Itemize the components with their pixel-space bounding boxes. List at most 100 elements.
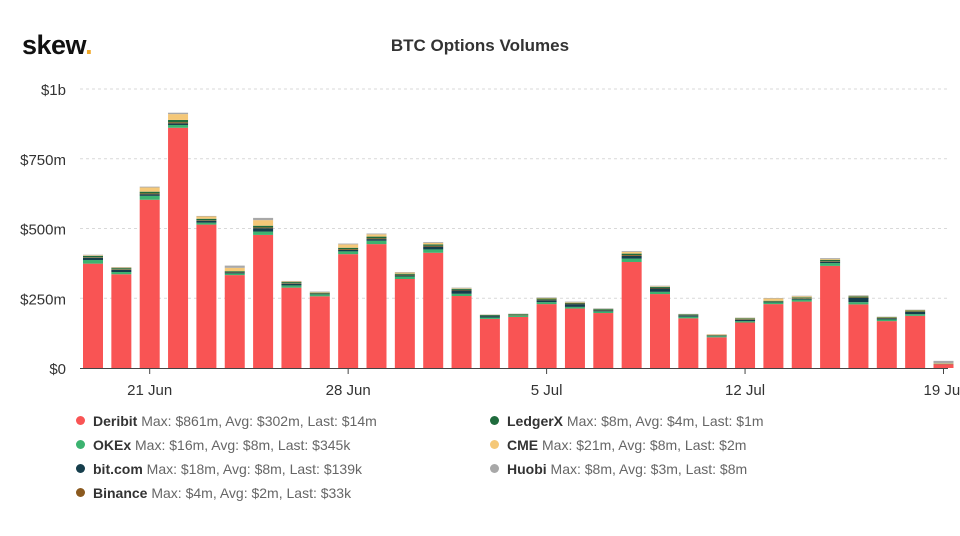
bar-segment-okex[interactable] bbox=[706, 336, 727, 338]
bar-segment-cme[interactable] bbox=[309, 292, 330, 293]
bar-segment-cme[interactable] bbox=[933, 363, 954, 364]
bar-segment-ledgerx[interactable] bbox=[876, 317, 897, 319]
bar-segment-ledgerx[interactable] bbox=[281, 282, 302, 284]
bar-segment-bitcom[interactable] bbox=[309, 293, 330, 295]
bar-segment-okex[interactable] bbox=[451, 293, 472, 297]
bar-segment-huobi[interactable] bbox=[338, 243, 359, 245]
bar-segment-deribit[interactable] bbox=[593, 313, 614, 368]
bar-segment-ledgerx[interactable] bbox=[224, 271, 245, 273]
bar-segment-ledgerx[interactable] bbox=[593, 309, 614, 310]
bar-segment-cme[interactable] bbox=[111, 267, 132, 269]
bar-segment-deribit[interactable] bbox=[820, 265, 841, 368]
bar-segment-okex[interactable] bbox=[168, 124, 189, 128]
bar-segment-cme[interactable] bbox=[564, 302, 585, 303]
bar-segment-bitcom[interactable] bbox=[196, 220, 217, 223]
legend-item-cme[interactable]: CME Max: $21m, Avg: $8m, Last: $2m bbox=[490, 437, 746, 453]
bar-segment-bitcom[interactable] bbox=[253, 228, 274, 232]
bar-segment-huobi[interactable] bbox=[593, 308, 614, 309]
bar-segment-huobi[interactable] bbox=[451, 287, 472, 289]
legend-item-okex[interactable]: OKEx Max: $16m, Avg: $8m, Last: $345k bbox=[76, 437, 350, 453]
bar-segment-okex[interactable] bbox=[253, 231, 274, 235]
bar-segment-okex[interactable] bbox=[678, 316, 699, 319]
bar-segment-binance[interactable] bbox=[83, 257, 103, 258]
bar-segment-cme[interactable] bbox=[366, 234, 387, 237]
bar-segment-okex[interactable] bbox=[508, 315, 529, 317]
bar-segment-bitcom[interactable] bbox=[678, 315, 699, 317]
bar-segment-bitcom[interactable] bbox=[224, 272, 245, 274]
bar-segment-cme[interactable] bbox=[791, 296, 812, 298]
legend-item-binance[interactable]: Binance Max: $4m, Avg: $2m, Last: $33k bbox=[76, 485, 351, 501]
bar-segment-binance[interactable] bbox=[423, 245, 444, 247]
bar-segment-binance[interactable] bbox=[791, 298, 812, 299]
bar-segment-ledgerx[interactable] bbox=[848, 296, 869, 298]
bar-segment-cme[interactable] bbox=[394, 272, 415, 274]
bar-segment-okex[interactable] bbox=[423, 249, 444, 253]
bar-segment-deribit[interactable] bbox=[848, 304, 869, 368]
bar-segment-huobi[interactable] bbox=[763, 297, 784, 299]
bar-segment-bitcom[interactable] bbox=[791, 298, 812, 300]
bar-segment-ledgerx[interactable] bbox=[735, 318, 756, 320]
bar-segment-okex[interactable] bbox=[139, 195, 160, 200]
bar-segment-cme[interactable] bbox=[168, 114, 189, 120]
bar-segment-ledgerx[interactable] bbox=[820, 259, 841, 262]
bar-segment-ledgerx[interactable] bbox=[196, 218, 217, 221]
bar-segment-huobi[interactable] bbox=[111, 267, 132, 268]
bar-segment-deribit[interactable] bbox=[650, 294, 670, 368]
bar-segment-cme[interactable] bbox=[139, 187, 160, 192]
bar-segment-ledgerx[interactable] bbox=[139, 191, 160, 194]
bar-segment-ledgerx[interactable] bbox=[394, 273, 415, 275]
bar-segment-ledgerx[interactable] bbox=[479, 314, 500, 316]
bar-segment-cme[interactable] bbox=[763, 298, 784, 301]
bar-segment-ledgerx[interactable] bbox=[253, 225, 274, 228]
bar-segment-deribit[interactable] bbox=[791, 301, 812, 368]
bar-segment-huobi[interactable] bbox=[621, 251, 642, 252]
bar-segment-binance[interactable] bbox=[196, 220, 217, 221]
bar-segment-okex[interactable] bbox=[536, 302, 557, 305]
bar-segment-okex[interactable] bbox=[338, 251, 359, 255]
bar-segment-huobi[interactable] bbox=[536, 297, 557, 298]
bar-segment-cme[interactable] bbox=[423, 243, 444, 245]
bar-segment-okex[interactable] bbox=[479, 317, 500, 319]
bar-segment-bitcom[interactable] bbox=[848, 297, 869, 303]
bar-segment-cme[interactable] bbox=[848, 295, 869, 297]
bar-segment-okex[interactable] bbox=[309, 294, 330, 297]
bar-segment-binance[interactable] bbox=[366, 238, 387, 240]
bar-segment-okex[interactable] bbox=[650, 291, 670, 295]
bar-segment-bitcom[interactable] bbox=[139, 194, 160, 196]
bar-segment-deribit[interactable] bbox=[706, 337, 727, 368]
bar-segment-cme[interactable] bbox=[338, 244, 359, 248]
bar-segment-ledgerx[interactable] bbox=[83, 255, 103, 258]
bar-segment-okex[interactable] bbox=[224, 273, 245, 276]
bar-segment-deribit[interactable] bbox=[678, 318, 699, 368]
bar-segment-deribit[interactable] bbox=[564, 308, 585, 368]
bar-segment-bitcom[interactable] bbox=[621, 255, 642, 259]
bar-segment-binance[interactable] bbox=[253, 227, 274, 229]
bar-segment-deribit[interactable] bbox=[451, 296, 472, 368]
bar-segment-bitcom[interactable] bbox=[423, 246, 444, 250]
bar-segment-ledgerx[interactable] bbox=[168, 119, 189, 123]
bar-segment-okex[interactable] bbox=[593, 311, 614, 314]
bar-segment-bitcom[interactable] bbox=[905, 311, 926, 315]
bar-segment-cme[interactable] bbox=[83, 255, 103, 256]
bar-segment-deribit[interactable] bbox=[168, 127, 189, 368]
bar-segment-cme[interactable] bbox=[196, 216, 217, 219]
bar-segment-ledgerx[interactable] bbox=[309, 292, 330, 294]
bar-segment-deribit[interactable] bbox=[281, 287, 302, 368]
bar-segment-bitcom[interactable] bbox=[820, 261, 841, 264]
bar-segment-okex[interactable] bbox=[83, 260, 103, 264]
bar-segment-okex[interactable] bbox=[394, 276, 415, 279]
bar-segment-huobi[interactable] bbox=[394, 272, 415, 273]
bar-segment-deribit[interactable] bbox=[933, 364, 954, 368]
bar-segment-cme[interactable] bbox=[621, 251, 642, 254]
bar-segment-deribit[interactable] bbox=[196, 224, 217, 368]
bar-segment-huobi[interactable] bbox=[139, 186, 160, 188]
bar-segment-ledgerx[interactable] bbox=[366, 236, 387, 239]
bar-segment-binance[interactable] bbox=[735, 319, 756, 320]
bar-segment-bitcom[interactable] bbox=[876, 318, 897, 320]
bar-segment-deribit[interactable] bbox=[224, 275, 245, 368]
bar-segment-okex[interactable] bbox=[735, 321, 756, 323]
bar-segment-binance[interactable] bbox=[905, 311, 926, 312]
bar-segment-cme[interactable] bbox=[735, 317, 756, 319]
bar-segment-bitcom[interactable] bbox=[168, 123, 189, 125]
bar-segment-bitcom[interactable] bbox=[111, 269, 132, 273]
